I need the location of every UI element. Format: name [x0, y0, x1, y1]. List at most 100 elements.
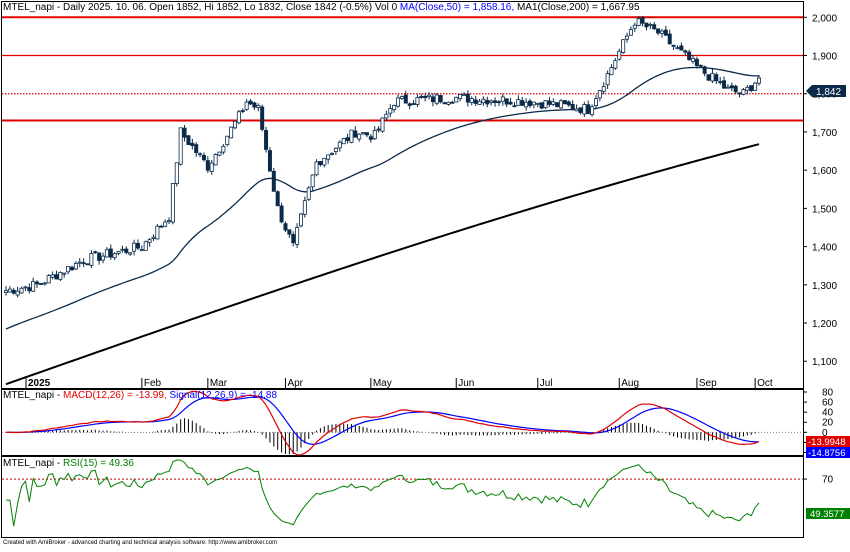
candle — [430, 93, 435, 107]
candle — [240, 108, 245, 114]
rsi-header-prefix: MTEL_napi - — [3, 458, 63, 469]
candle-body — [240, 110, 245, 112]
candle — [54, 270, 59, 280]
candle-body — [170, 183, 175, 223]
candle-body — [551, 101, 556, 105]
candlesticks — [4, 16, 762, 298]
candle — [555, 102, 560, 108]
candle — [415, 94, 420, 107]
candle-body — [617, 50, 622, 60]
price-tick-label: 2,000 — [812, 13, 837, 24]
candle-body — [543, 100, 548, 109]
candle-body — [465, 93, 470, 103]
candle-body — [380, 117, 385, 132]
candle-body — [671, 44, 676, 47]
candle — [663, 25, 668, 36]
candle-body — [201, 155, 206, 161]
candle-body — [605, 73, 610, 86]
candle-body — [151, 236, 156, 239]
date-tick-label: 2025 — [28, 378, 51, 389]
candle-body — [555, 102, 560, 108]
candle — [605, 70, 610, 90]
candle — [625, 32, 630, 43]
candle — [357, 133, 362, 142]
candle-body — [147, 239, 152, 243]
candle — [271, 167, 276, 192]
candle-body — [652, 24, 657, 30]
candle-body — [23, 286, 28, 289]
price-axis: 2,0001,9001,8001,7001,6001,5001,4001,300… — [803, 13, 837, 368]
macd-tick-label: 20 — [822, 418, 834, 429]
candle-body — [318, 161, 323, 165]
candle — [326, 154, 331, 164]
candle-body — [415, 97, 420, 105]
candle — [124, 246, 129, 255]
candle-body — [597, 90, 602, 99]
date-tick-label: Jul — [540, 378, 553, 389]
candle-body — [326, 154, 331, 160]
candle — [710, 68, 715, 84]
candle-body — [73, 263, 78, 270]
candle-body — [489, 100, 494, 103]
candle — [729, 82, 734, 92]
candle — [287, 229, 292, 238]
candle-body — [462, 94, 467, 96]
candle — [217, 151, 222, 157]
candle-body — [248, 100, 253, 105]
candle-body — [97, 252, 102, 261]
candle — [396, 94, 401, 108]
candle — [178, 127, 183, 166]
candle — [384, 110, 389, 121]
candle — [609, 64, 614, 76]
candle-body — [679, 45, 684, 51]
candle-body — [718, 81, 723, 83]
candle — [570, 100, 575, 111]
candle — [93, 250, 98, 254]
candle — [644, 22, 649, 31]
macd-badge: -13.9948 — [806, 436, 850, 448]
candle-body — [625, 35, 630, 40]
candle-body — [725, 86, 730, 89]
ma50-line — [5, 66, 760, 330]
candle-body — [291, 234, 296, 244]
candle-body — [729, 85, 734, 89]
candle-body — [640, 17, 645, 24]
candle — [147, 238, 152, 247]
candle — [535, 102, 540, 108]
candle — [566, 100, 571, 107]
candle-body — [446, 101, 451, 105]
candle — [101, 252, 106, 264]
candle-body — [722, 80, 727, 89]
candle-body — [442, 102, 447, 105]
candle-body — [163, 221, 168, 227]
candle-body — [512, 105, 517, 108]
candle-body — [264, 130, 269, 150]
candle — [4, 286, 9, 296]
macd-tick-label: 40 — [822, 408, 834, 419]
candle — [279, 202, 284, 224]
candle-body — [407, 103, 412, 106]
candle-body — [454, 96, 459, 103]
candle — [388, 104, 393, 118]
candle-body — [271, 170, 276, 192]
rsi-pane-frame — [1, 456, 804, 538]
candle — [27, 283, 32, 294]
candle — [151, 234, 156, 241]
candle — [209, 159, 214, 175]
candle-body — [372, 130, 377, 140]
candle-body — [213, 154, 218, 166]
candle-body — [194, 144, 199, 154]
candle-body — [376, 128, 381, 131]
candle-body — [50, 274, 55, 278]
candle — [469, 96, 474, 106]
rsi-tick-label: 70 — [822, 475, 834, 486]
candle — [11, 287, 16, 295]
candle-body — [396, 97, 401, 107]
candle-body — [7, 288, 12, 293]
candle-body — [427, 94, 432, 98]
candle — [167, 217, 172, 224]
candle — [66, 266, 71, 275]
signal-badge: -14.8756 — [806, 447, 850, 459]
candle — [73, 261, 78, 271]
candle — [613, 57, 618, 70]
